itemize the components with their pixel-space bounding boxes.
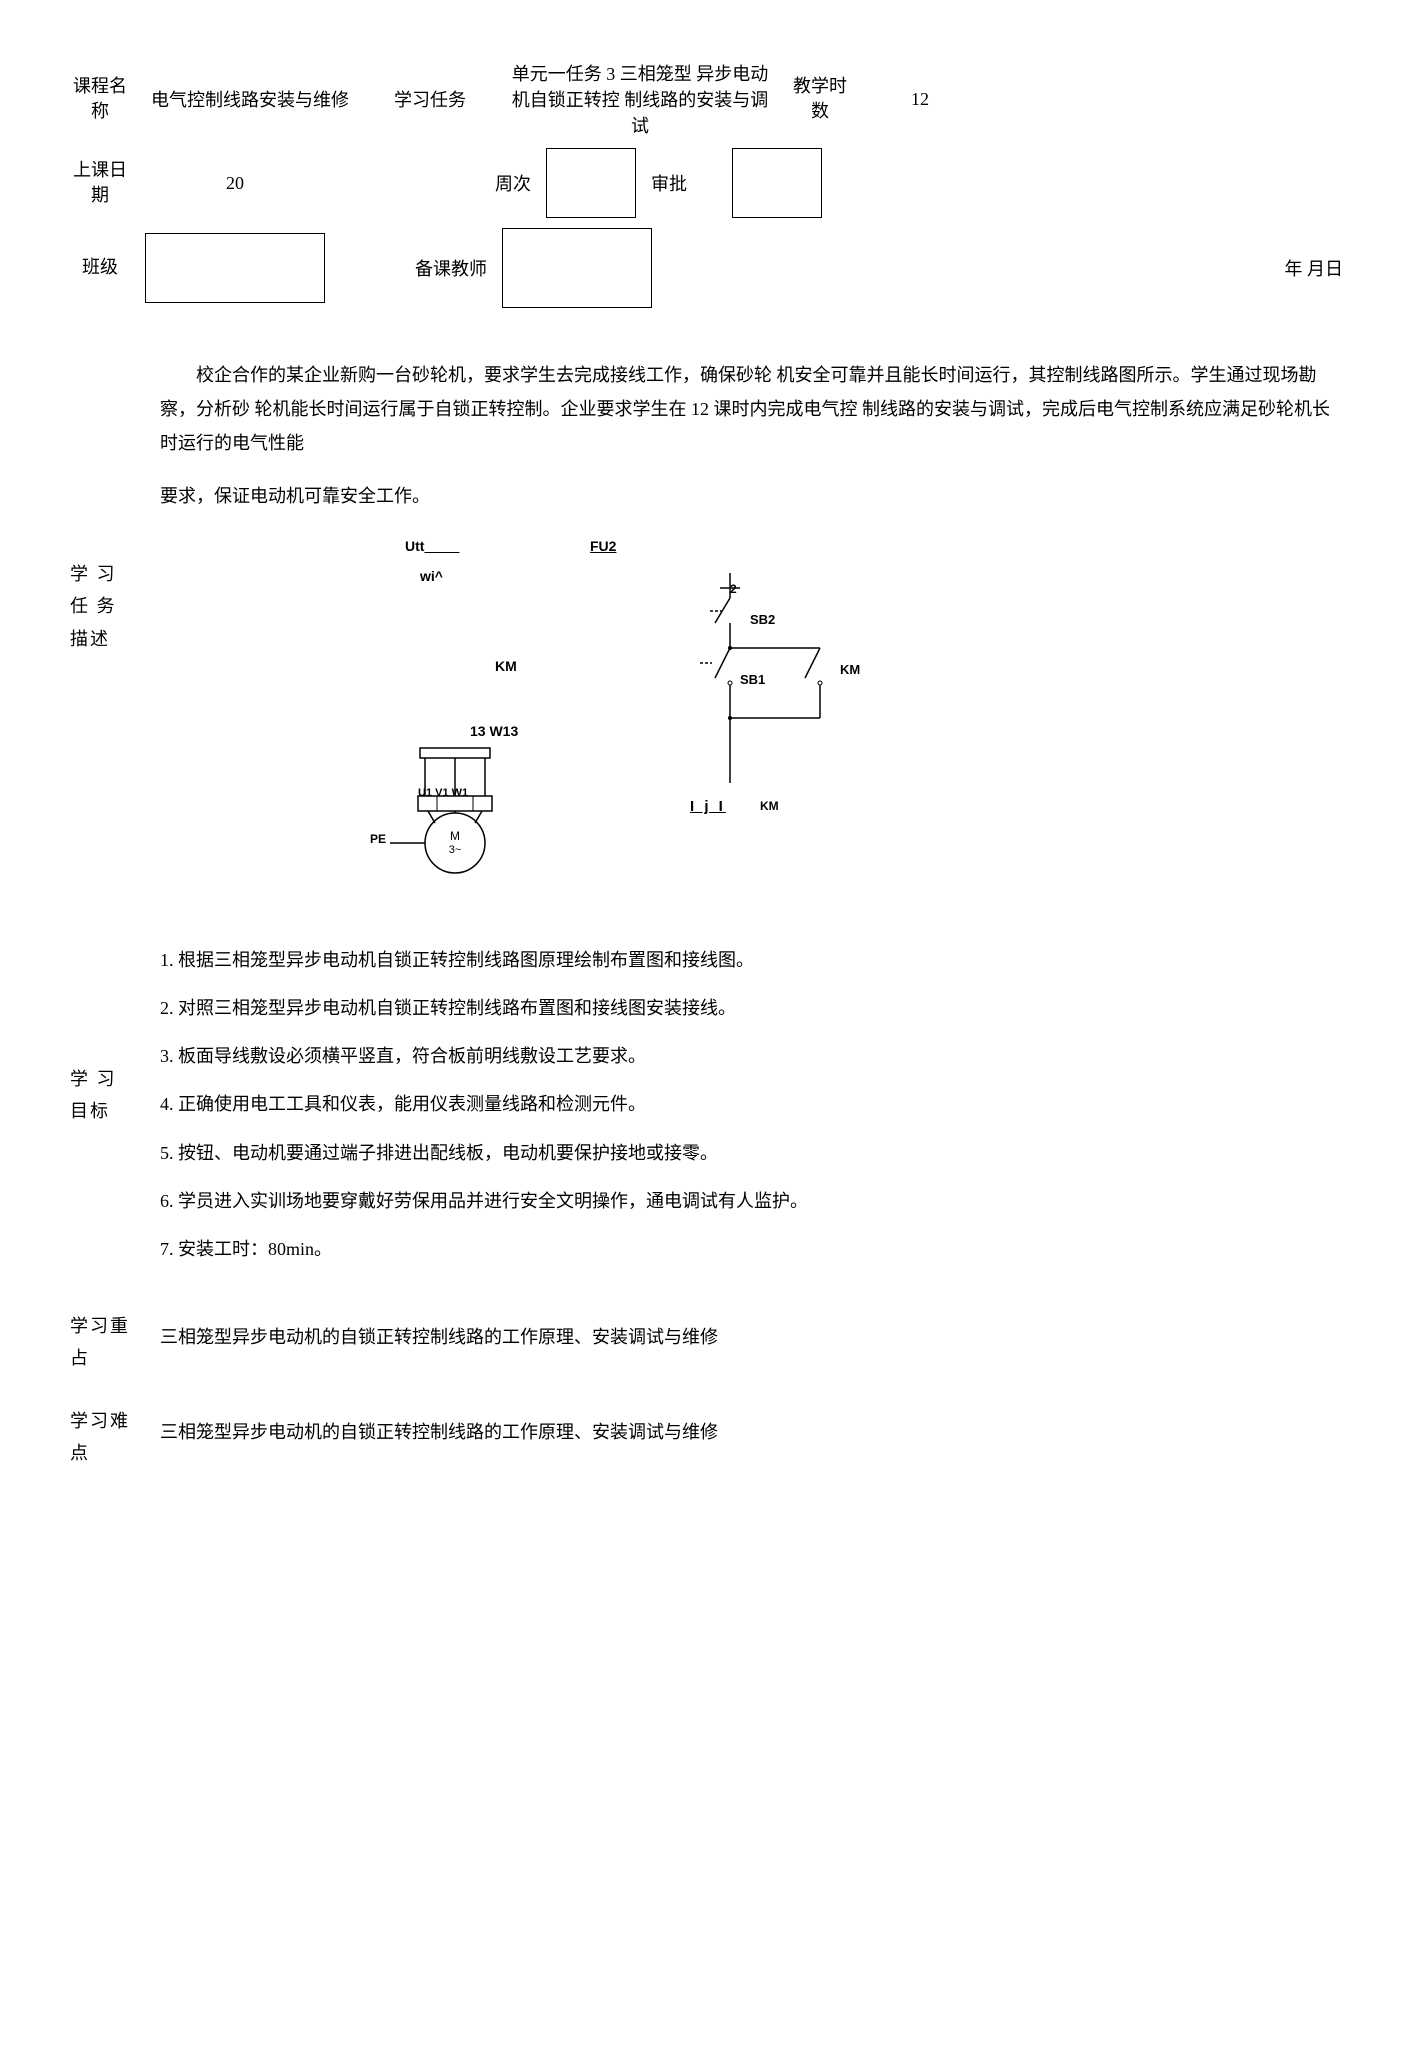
goal-1: 1. 根据三相笼型异步电动机自锁正转控制线路图原理绘制布置图和接线图。	[160, 943, 1343, 977]
goal-3: 3. 板面导线敷设必须横平竖直，符合板前明线敷设工艺要求。	[160, 1039, 1343, 1073]
focus-section: 学习重占 三相笼型异步电动机的自锁正转控制线路的工作原理、安装调试与维修	[70, 1310, 1343, 1375]
hours-label: 教学时数	[790, 74, 850, 124]
course-value: 电气控制线路安装与维修	[150, 86, 350, 112]
focus-text: 三相笼型异步电动机的自锁正转控制线路的工作原理、安装调试与维修	[160, 1310, 1343, 1354]
goals-label: 学 习 目标	[70, 1063, 130, 1128]
difficulty-label: 学习难点	[70, 1405, 130, 1470]
circuit-diagram: Utt wi^ FU2 KM 13 W13 U1 V1 W1 PE	[160, 523, 1343, 893]
header-row-3: 班级 备课教师 年 月日	[70, 228, 1343, 308]
header-row-2: 上课日期 20 周次 审批	[70, 148, 1343, 218]
description-label: 学 习 任 务 描述	[70, 558, 130, 655]
week-label: 周次	[495, 170, 531, 196]
header-row-1: 课程名称 电气控制线路安装与维修 学习任务 单元一任务 3 三相笼型 异步电动机…	[70, 60, 1343, 138]
difficulty-section: 学习难点 三相笼型异步电动机的自锁正转控制线路的工作原理、安装调试与维修	[70, 1405, 1343, 1470]
hours-value: 12	[870, 89, 970, 110]
approve-label: 审批	[651, 170, 687, 196]
teacher-label: 备课教师	[415, 255, 487, 281]
description-content: 校企合作的某企业新购一台砂轮机，要求学生去完成接线工作，确保砂轮 机安全可靠并且…	[160, 358, 1343, 913]
class-box	[145, 233, 325, 303]
week-box	[546, 148, 636, 218]
control-svg	[680, 573, 900, 803]
date-value: 20	[145, 173, 325, 194]
date-label: 上课日期	[70, 158, 130, 208]
description-para1: 校企合作的某企业新购一台砂轮机，要求学生去完成接线工作，确保砂轮 机安全可靠并且…	[160, 358, 1343, 461]
task-value: 单元一任务 3 三相笼型 异步电动机自锁正转控 制线路的安装与调试	[510, 60, 770, 138]
svg-text:M: M	[450, 829, 460, 843]
class-label: 班级	[70, 255, 130, 280]
goal-5: 5. 按钮、电动机要通过端子排进出配线板，电动机要保护接地或接零。	[160, 1136, 1343, 1170]
teacher-box	[502, 228, 652, 308]
label-fu2: FU2	[590, 533, 616, 560]
task-label: 学习任务	[370, 86, 490, 112]
approve-box	[732, 148, 822, 218]
difficulty-text: 三相笼型异步电动机的自锁正转控制线路的工作原理、安装调试与维修	[160, 1405, 1343, 1449]
goal-4: 4. 正确使用电工工具和仪表，能用仪表测量线路和检测元件。	[160, 1087, 1343, 1121]
description-section: 学 习 任 务 描述 校企合作的某企业新购一台砂轮机，要求学生去完成接线工作，确…	[70, 358, 1343, 913]
goal-7: 7. 安装工时：80min。	[160, 1232, 1343, 1266]
goal-6: 6. 学员进入实训场地要穿戴好劳保用品并进行安全文明操作，通电调试有人监护。	[160, 1184, 1343, 1218]
label-pe: PE	[370, 828, 386, 851]
focus-label: 学习重占	[70, 1310, 130, 1375]
date-signature: 年 月日	[1285, 255, 1344, 281]
motor-svg: M 3~	[390, 738, 540, 878]
label-wi: wi^	[420, 563, 443, 590]
goals-section: 学 习 目标 1. 根据三相笼型异步电动机自锁正转控制线路图原理绘制布置图和接线…	[70, 943, 1343, 1280]
course-label: 课程名称	[70, 74, 130, 124]
goals-content: 1. 根据三相笼型异步电动机自锁正转控制线路图原理绘制布置图和接线图。 2. 对…	[160, 943, 1343, 1280]
description-para2: 要求，保证电动机可靠安全工作。	[160, 479, 1343, 513]
label-km-main: KM	[495, 653, 517, 680]
goal-2: 2. 对照三相笼型异步电动机自锁正转控制线路布置图和接线图安装接线。	[160, 991, 1343, 1025]
svg-text:3~: 3~	[449, 844, 462, 856]
label-utt: Utt	[405, 533, 459, 560]
